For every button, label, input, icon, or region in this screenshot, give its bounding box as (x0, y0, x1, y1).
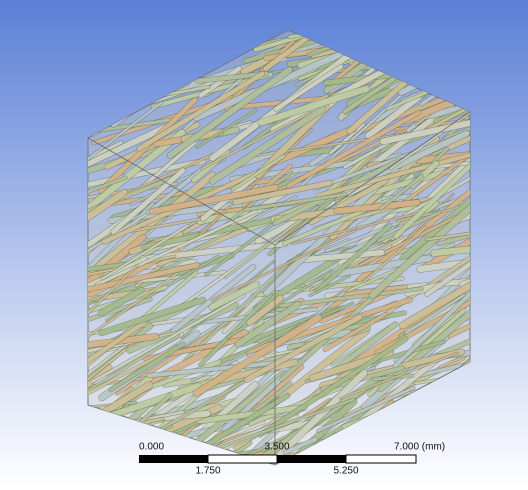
scale-label: 7.000 (mm) (394, 442, 445, 453)
scale-segment (277, 455, 346, 463)
scale-segment (346, 455, 416, 463)
scale-label: 1.750 (195, 466, 220, 477)
scale-label: 3.500 (264, 442, 289, 453)
scale-label: 5.250 (333, 466, 358, 477)
scale-label: 0.000 (139, 442, 164, 453)
viewport: 0.000 3.500 7.000 (mm) 1.750 5.250 (0, 0, 528, 490)
scale-segment (139, 455, 208, 463)
scale-segment (208, 455, 277, 463)
page: 0.000 3.500 7.000 (mm) 1.750 5.250 (() =… (0, 0, 528, 490)
